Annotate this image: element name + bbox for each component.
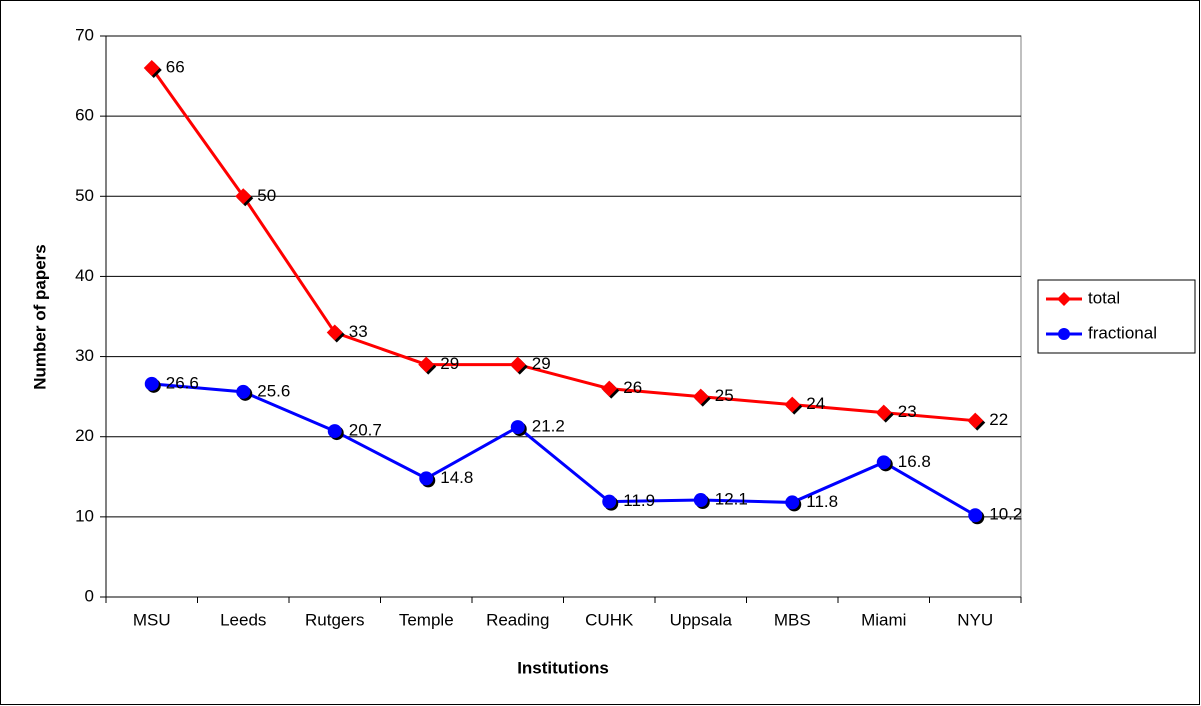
marker <box>509 356 526 373</box>
marker <box>601 380 618 397</box>
x-axis-title: Institutions <box>517 658 609 677</box>
x-tick-label: Miami <box>861 610 906 629</box>
marker <box>144 376 159 391</box>
marker <box>235 188 252 205</box>
y-tick-label: 0 <box>85 586 94 605</box>
marker <box>602 494 617 509</box>
x-tick-label: Reading <box>486 610 549 629</box>
data-label: 25.6 <box>257 381 290 400</box>
data-label: 10.2 <box>989 505 1022 524</box>
x-tick-label: NYU <box>957 610 993 629</box>
data-label: 26 <box>623 378 642 397</box>
data-label: 29 <box>532 354 551 373</box>
legend-label: fractional <box>1088 323 1157 342</box>
marker <box>419 471 434 486</box>
y-tick-label: 70 <box>75 25 94 44</box>
marker <box>967 412 984 429</box>
data-label: 23 <box>898 402 917 421</box>
x-tick-label: Uppsala <box>670 610 733 629</box>
y-tick-label: 60 <box>75 106 94 125</box>
series-line <box>150 67 976 423</box>
marker <box>785 495 800 510</box>
y-tick-label: 40 <box>75 266 94 285</box>
data-label: 14.8 <box>440 468 473 487</box>
marker <box>876 455 891 470</box>
x-tick-label: MBS <box>774 610 811 629</box>
data-label: 25 <box>715 386 734 405</box>
data-label: 22 <box>989 410 1008 429</box>
x-tick-label: MSU <box>133 610 171 629</box>
data-label: 11.8 <box>806 492 838 511</box>
y-tick-label: 20 <box>75 426 94 445</box>
legend-marker <box>1058 328 1070 340</box>
marker <box>236 384 251 399</box>
x-tick-label: CUHK <box>585 610 634 629</box>
y-tick-label: 30 <box>75 346 94 365</box>
y-tick-label: 10 <box>75 506 94 525</box>
marker <box>693 493 708 508</box>
marker <box>510 420 525 435</box>
x-tick-label: Temple <box>399 610 454 629</box>
legend-label: total <box>1088 288 1120 307</box>
marker <box>784 396 801 413</box>
legend-marker <box>1057 292 1071 306</box>
data-label: 66 <box>166 58 185 77</box>
y-axis-title: Number of papers <box>30 244 49 389</box>
data-label: 12.1 <box>715 490 748 509</box>
marker <box>692 388 709 405</box>
data-label: 33 <box>349 322 368 341</box>
series-line <box>151 382 977 517</box>
data-label: 26.6 <box>166 373 199 392</box>
data-label: 21.2 <box>532 417 565 436</box>
plot-area <box>105 35 1022 598</box>
y-tick-label: 50 <box>75 186 94 205</box>
x-tick-label: Leeds <box>220 610 266 629</box>
marker <box>968 508 983 523</box>
data-label: 50 <box>257 186 276 205</box>
marker <box>418 356 435 373</box>
marker <box>327 424 342 439</box>
marker <box>143 60 160 77</box>
data-label: 20.7 <box>349 421 382 440</box>
data-label: 11.9 <box>623 491 655 510</box>
marker <box>875 404 892 421</box>
marker <box>326 324 343 341</box>
data-label: 16.8 <box>898 452 931 471</box>
data-label: 24 <box>806 394 825 413</box>
data-label: 29 <box>440 354 459 373</box>
x-tick-label: Rutgers <box>305 610 365 629</box>
